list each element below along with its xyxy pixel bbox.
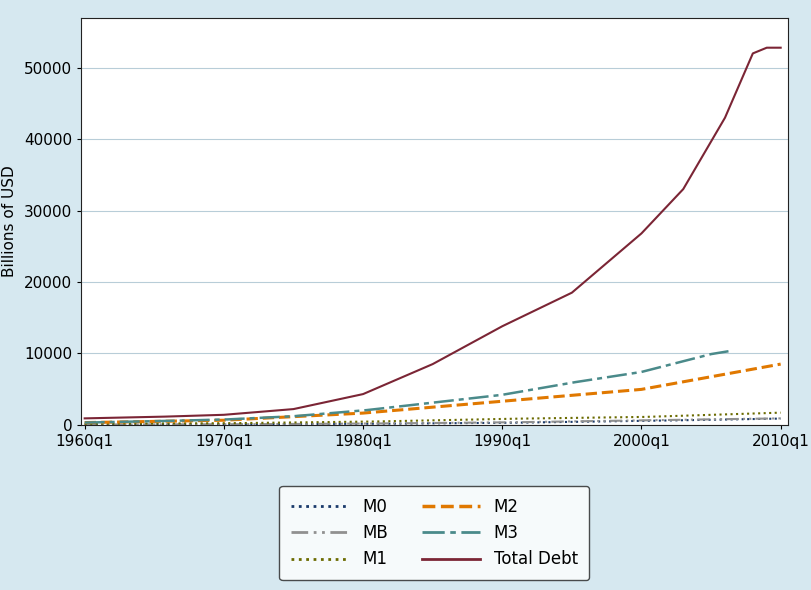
M1 — [455, 416, 465, 423]
Total Debt — [761, 44, 770, 51]
M3 — [142, 418, 152, 425]
M1 — [333, 418, 343, 425]
MB — [142, 421, 152, 428]
M2 — [775, 360, 784, 368]
MB — [716, 415, 726, 422]
M2 — [371, 408, 381, 415]
M1 — [79, 420, 89, 427]
Line: Total Debt: Total Debt — [84, 48, 779, 418]
Line: M3: M3 — [84, 351, 727, 422]
M0 — [716, 416, 726, 423]
M2 — [79, 419, 89, 426]
M3 — [716, 349, 726, 356]
M1 — [142, 420, 152, 427]
M1 — [371, 418, 381, 425]
Total Debt — [455, 345, 465, 352]
M2 — [142, 418, 152, 425]
M2 — [455, 401, 465, 408]
MB — [84, 421, 93, 428]
M0 — [371, 420, 381, 427]
M1 — [84, 420, 93, 427]
M0 — [333, 421, 343, 428]
M3 — [371, 405, 381, 412]
M0 — [775, 415, 784, 422]
MB — [775, 415, 784, 422]
Line: M1: M1 — [84, 412, 779, 424]
Line: M0: M0 — [84, 418, 779, 425]
M0 — [79, 421, 89, 428]
M0 — [142, 421, 152, 428]
M1 — [716, 411, 726, 418]
M3 — [79, 419, 89, 426]
M2 — [716, 371, 726, 378]
MB — [455, 419, 465, 427]
Total Debt — [79, 415, 89, 422]
MB — [333, 420, 343, 427]
M0 — [455, 419, 465, 427]
Total Debt — [84, 415, 93, 422]
Total Debt — [333, 396, 343, 403]
Line: M2: M2 — [84, 364, 779, 422]
Total Debt — [716, 120, 726, 127]
Line: MB: MB — [84, 418, 779, 425]
Y-axis label: Billions of USD: Billions of USD — [2, 165, 17, 277]
Legend: M0, MB, M1, M2, M3, Total Debt: M0, MB, M1, M2, M3, Total Debt — [279, 486, 589, 580]
MB — [79, 421, 89, 428]
M3 — [84, 419, 93, 426]
M3 — [333, 409, 343, 416]
MB — [371, 420, 381, 427]
Total Debt — [142, 414, 152, 421]
Total Debt — [371, 385, 381, 392]
Total Debt — [775, 44, 784, 51]
M2 — [333, 411, 343, 418]
M2 — [84, 419, 93, 426]
M0 — [84, 421, 93, 428]
M3 — [455, 396, 465, 403]
M1 — [775, 409, 784, 416]
